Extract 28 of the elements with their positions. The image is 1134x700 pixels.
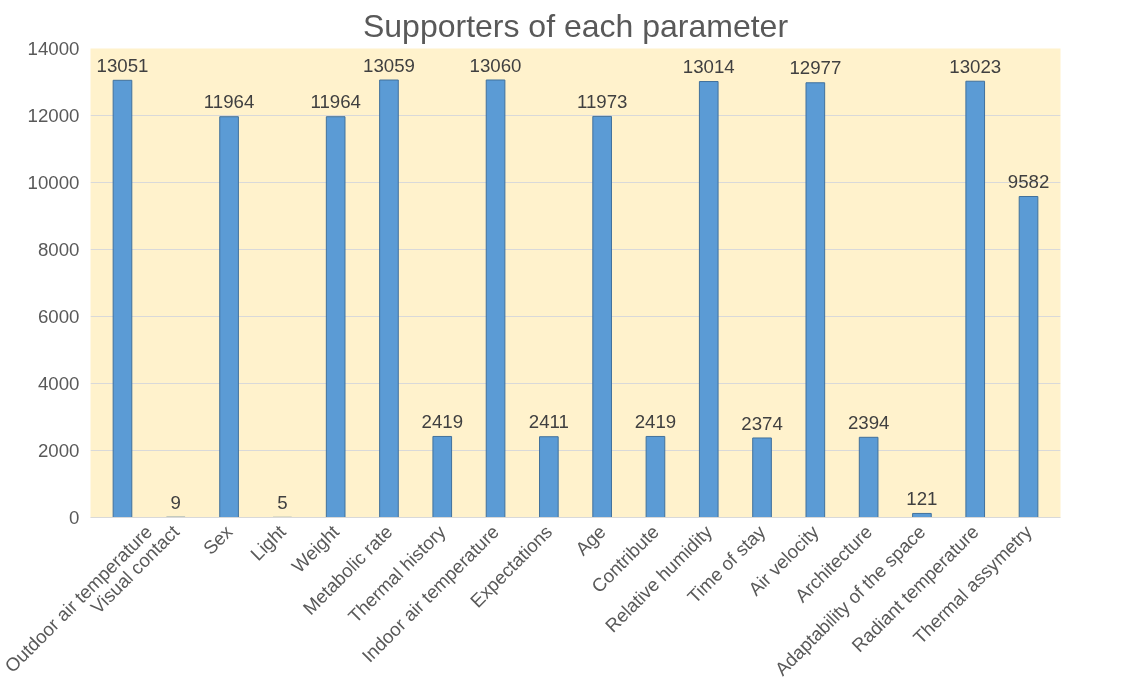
- chart-title: Supporters of each parameter: [362, 7, 789, 44]
- data-label: 9582: [1007, 171, 1050, 193]
- data-label: 11964: [203, 91, 255, 113]
- data-label: 2419: [421, 411, 464, 433]
- y-tick-label: 4000: [38, 373, 80, 394]
- data-label: 13023: [949, 55, 1002, 77]
- data-label: 12977: [789, 57, 842, 79]
- data-label: 121: [906, 488, 938, 510]
- data-label: 11973: [576, 91, 628, 113]
- data-label: 13051: [96, 54, 149, 76]
- y-tick-label: 10000: [27, 172, 80, 193]
- data-label: 13059: [363, 54, 415, 76]
- y-tick-label: 0: [69, 507, 80, 528]
- data-label: 9: [170, 491, 181, 513]
- y-tick-label: 14000: [27, 38, 80, 59]
- y-tick-label: 8000: [38, 239, 80, 260]
- data-label: 5: [277, 491, 288, 513]
- x-tick-label: Sex: [198, 520, 237, 559]
- y-tick-label: 2000: [38, 440, 80, 461]
- data-label: 11964: [310, 91, 361, 113]
- y-tick-label: 12000: [27, 105, 80, 126]
- data-label: 2419: [634, 411, 677, 433]
- y-tick-label: 6000: [38, 306, 80, 327]
- data-label: 13060: [469, 54, 522, 76]
- data-label: 2394: [847, 411, 890, 433]
- data-label: 13014: [682, 56, 735, 78]
- data-label: 2374: [741, 412, 783, 434]
- data-label: 2411: [528, 411, 569, 433]
